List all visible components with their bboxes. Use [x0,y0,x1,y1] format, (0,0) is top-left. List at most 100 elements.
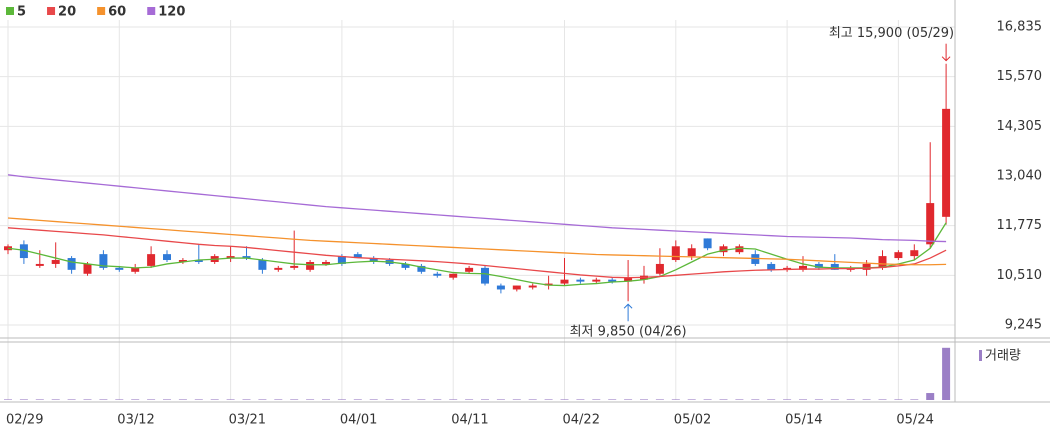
candle-body [115,267,124,270]
candle-body [481,267,489,284]
candle-body [512,285,521,290]
y-tick-label: 16,835 [997,19,1043,34]
candle-body [687,248,696,257]
x-tick-label: 05/24 [896,413,933,428]
candle-body [465,267,474,272]
volume-bar [258,399,267,400]
ma-line [7,174,947,243]
annotation-arrowhead [941,56,951,62]
volume-bar [751,399,760,400]
volume-bar [274,399,283,400]
candle-body [274,267,283,270]
candle-body [735,246,744,253]
candle-body [242,256,251,259]
volume-bar [767,399,776,400]
candle-body [369,258,378,262]
candle-body [178,260,187,262]
volume-bar [799,399,807,400]
volume-bar [719,399,728,400]
volume-bar [830,399,839,400]
annotation: 최저 9,850 (04/26) [570,325,687,340]
volume-bar [512,399,521,400]
candle-body [147,254,156,266]
candle-body [226,256,235,259]
volume-bar [687,399,696,400]
x-tick-label: 05/14 [785,413,822,428]
legend-swatch [6,7,14,15]
annotation: 최고 15,900 (05/29) [829,26,954,41]
volume-bar [194,399,203,400]
candle-body [449,273,458,278]
volume-bar [226,399,235,400]
candle-body [496,285,505,290]
volume-bar [115,399,124,400]
candle-body [99,254,108,268]
candle-body [942,108,951,217]
y-tick-label: 15,570 [997,69,1043,84]
volume-bar [178,399,187,400]
candle-body [719,246,728,253]
legend-swatch [97,7,106,15]
candle-body [35,263,44,266]
volume-bar [735,399,744,400]
volume-bar [608,399,617,400]
volume-bar [496,399,505,400]
candle-body [337,256,346,264]
volume-bar [242,399,251,400]
volume-bar [385,399,394,400]
x-tick-label: 04/22 [563,413,600,428]
legend-label: 120 [158,5,185,20]
candle-body [67,258,76,270]
ma-line [7,227,947,279]
volume-bar [640,399,648,400]
volume-bar [544,399,553,400]
volume-bar [528,399,537,400]
volume-bar [878,399,887,400]
volume-bar [67,399,76,400]
y-tick-label: 10,510 [997,268,1043,283]
volume-bar [942,347,951,400]
candle-body [830,263,839,270]
volume-bar [481,399,489,400]
x-tick-label: 04/11 [451,413,488,428]
candle-body [703,238,712,249]
volume-bar [306,399,315,400]
volume-bar [369,399,378,400]
x-tick-label: 02/29 [6,413,43,428]
volume-bar [655,399,664,400]
x-tick-label: 03/21 [229,413,266,428]
volume-bar [83,399,92,400]
candle-body [163,254,171,261]
volume-bar [703,399,712,400]
candle-body [624,277,633,282]
x-tick-label: 03/12 [117,413,154,428]
volume-bar [210,399,219,400]
candle-body [353,254,362,259]
legend-label: 60 [108,5,126,20]
candle-body [862,263,871,270]
volume-bar [592,399,601,400]
candle-body [290,265,299,268]
candle-body [655,263,664,274]
volume-bar [560,399,569,400]
candle-body [814,263,823,268]
volume-bar [353,399,362,400]
volume-bar [862,399,871,400]
candle-body [258,260,267,270]
candle-body [910,250,919,257]
candle-body [306,261,315,270]
volume-bar [35,399,44,400]
legend-swatch [979,350,982,361]
candle-body [19,244,28,259]
candle-body [83,263,92,274]
volume-bar [401,399,410,400]
candle-body [576,279,585,282]
candle-body [322,261,330,264]
x-tick-label: 05/02 [674,413,711,428]
candle-body [592,279,601,282]
volume-bar [147,399,156,400]
ma-line [7,217,947,266]
y-tick-label: 9,245 [1005,318,1042,333]
y-tick-label: 14,305 [997,119,1043,134]
